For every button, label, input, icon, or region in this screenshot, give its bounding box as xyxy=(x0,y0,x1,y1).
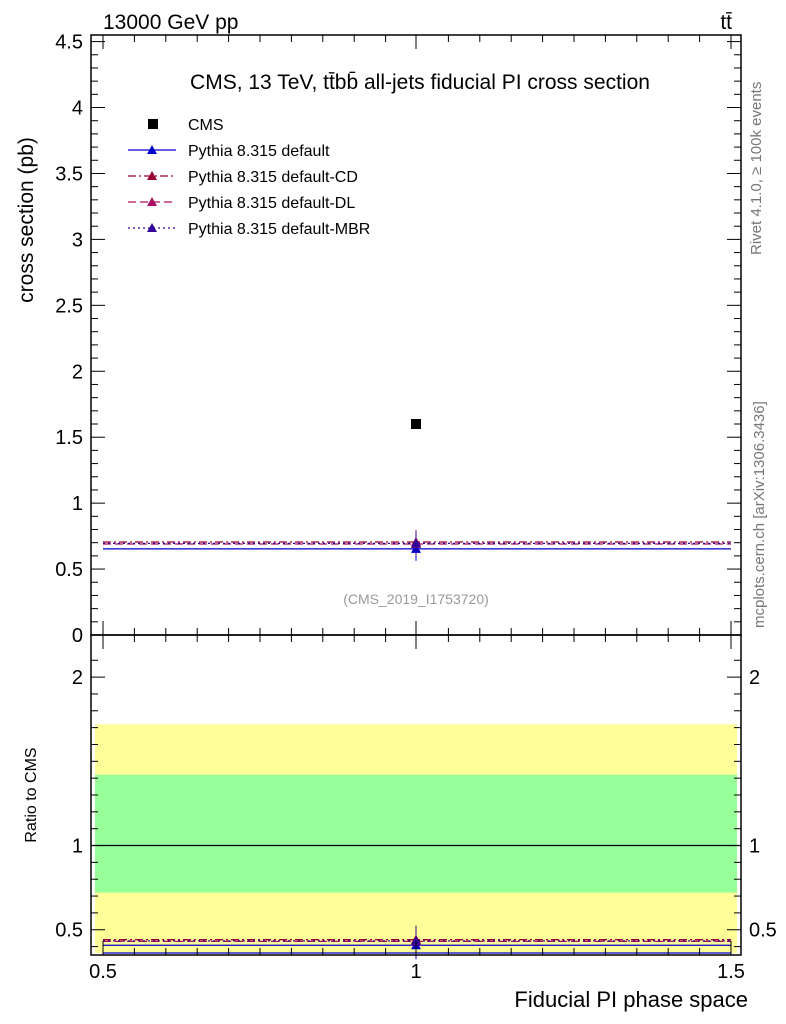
ratio-y-tick-label: 0.5 xyxy=(55,920,83,942)
ratio-y-tick-label-right: 2 xyxy=(749,667,760,689)
y-tick-label: 2.5 xyxy=(55,295,83,317)
ratio-marker xyxy=(411,935,421,945)
ratio-y-tick-label-right: 1 xyxy=(749,836,760,858)
series-marker xyxy=(411,538,421,548)
mcplots-label: mcplots.cern.ch [arXiv:1306.3436] xyxy=(751,401,768,628)
legend-entry: Pythia 8.315 default-DL xyxy=(188,195,355,212)
y-tick-label: 1 xyxy=(72,493,83,515)
y-axis-label: cross section (pb) xyxy=(15,137,38,303)
ratio-y-tick-label: 2 xyxy=(72,667,83,689)
y-tick-label: 0 xyxy=(72,625,83,647)
y-tick-label: 3.5 xyxy=(55,163,83,185)
y-tick-label: 2 xyxy=(72,361,83,383)
watermark: (CMS_2019_I1753720) xyxy=(343,591,489,607)
uncertainty-band-inner xyxy=(95,774,737,893)
legend-entry: Pythia 8.315 default-MBR xyxy=(188,221,370,238)
legend-entry: Pythia 8.315 default xyxy=(188,143,330,160)
chart-title: CMS, 13 TeV, tt̄bb̄ all-jets fiducial PI… xyxy=(190,71,650,94)
y-tick-label: 3 xyxy=(72,229,83,251)
legend-entry: CMS xyxy=(188,117,224,134)
rivet-label: Rivet 4.1.0, ≥ 100k events xyxy=(748,82,765,255)
x-tick-label: 1 xyxy=(410,961,421,983)
x-tick-label: 1.5 xyxy=(717,961,745,983)
x-axis-label: Fiducial PI phase space xyxy=(514,987,748,1012)
y-tick-label: 4.5 xyxy=(55,32,83,54)
ratio-panel: Ratio to CMS 0.5 0.5 1 1 2 2 xyxy=(23,634,777,960)
y-tick-label: 0.5 xyxy=(55,559,83,581)
legend-marker xyxy=(147,223,157,232)
legend-marker xyxy=(147,197,157,206)
legend-marker xyxy=(147,145,157,154)
process-label: tt̄ xyxy=(720,11,732,34)
ratio-y-tick-label-right: 0.5 xyxy=(749,920,777,942)
data-point-cms xyxy=(411,419,421,430)
y-tick-label: 4 xyxy=(72,98,83,120)
legend-entry: Pythia 8.315 default-CD xyxy=(188,169,358,186)
legend-marker xyxy=(147,171,157,180)
legend: CMS Pythia 8.315 default Pythia 8.315 defa… xyxy=(128,117,370,238)
energy-label: 13000 GeV pp xyxy=(103,11,238,34)
ratio-y-label: Ratio to CMS xyxy=(23,747,40,842)
main-panel: CMS, 13 TeV, tt̄bb̄ all-jets fiducial PI… xyxy=(15,32,742,647)
ratio-y-tick-label: 1 xyxy=(72,836,83,858)
legend-marker xyxy=(148,119,158,129)
x-tick-label: 0.5 xyxy=(89,961,117,983)
y-tick-label: 1.5 xyxy=(55,427,83,449)
